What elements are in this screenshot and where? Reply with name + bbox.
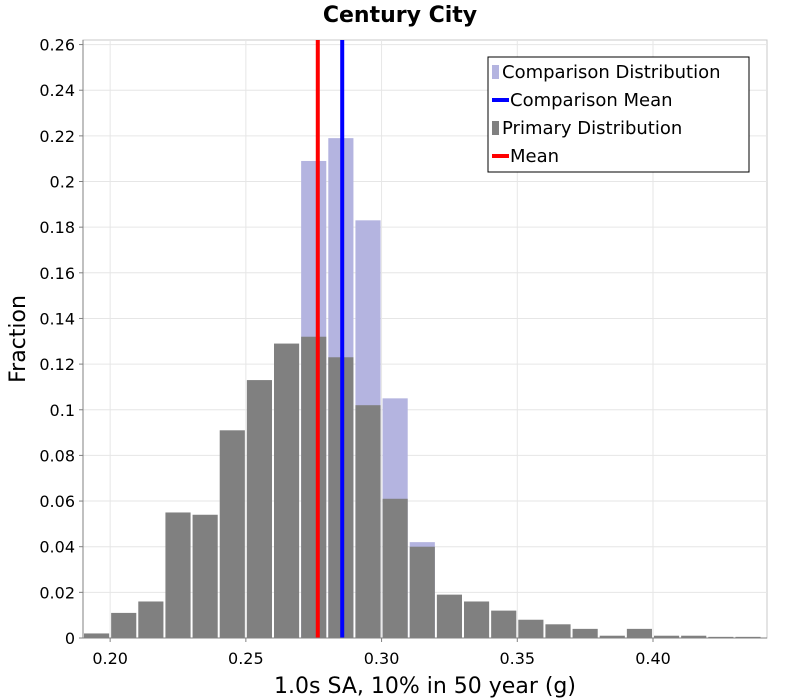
primary-distribution-bar	[382, 498, 408, 638]
y-tick-label: 0	[65, 629, 75, 648]
axes: 00.020.040.060.080.10.120.140.160.180.20…	[39, 36, 767, 668]
y-tick-label: 0.1	[50, 401, 75, 420]
mean-legend-label: Mean	[510, 146, 559, 167]
primary-distribution-bar	[436, 594, 462, 638]
primary-distribution-bar	[735, 636, 761, 638]
primary-distribution-bar	[409, 546, 435, 638]
primary-distribution-bar	[681, 635, 707, 638]
mean-lines	[315, 40, 345, 638]
primary-distribution-bar	[84, 633, 110, 638]
y-tick-label: 0.06	[39, 492, 75, 511]
histogram-bars	[84, 138, 761, 639]
y-tick-label: 0.22	[39, 127, 75, 146]
primary-distribution-bar	[246, 380, 272, 638]
y-tick-label: 0.2	[50, 173, 75, 192]
primary-distribution-bar	[301, 336, 327, 638]
x-tick-label: 0.40	[635, 649, 671, 668]
comparison-distribution-legend-label: Comparison Distribution	[502, 62, 721, 83]
y-tick-label: 0.08	[39, 446, 75, 465]
primary-distribution-bar	[708, 636, 734, 638]
y-tick-label: 0.16	[39, 264, 75, 283]
x-tick-label: 0.30	[364, 649, 400, 668]
primary-distribution-legend-swatch	[492, 121, 499, 135]
primary-distribution-bar	[518, 619, 544, 638]
primary-distribution-bar	[572, 628, 598, 638]
legend-box	[487, 56, 750, 173]
primary-distribution-bar	[355, 405, 381, 638]
x-tick-label: 0.20	[92, 649, 128, 668]
primary-distribution-bar	[545, 624, 571, 638]
y-tick-label: 0.26	[39, 36, 75, 55]
x-tick-label: 0.35	[499, 649, 535, 668]
chart-title: Century City	[323, 3, 477, 28]
primary-distribution-bar	[654, 635, 680, 638]
y-tick-label: 0.24	[39, 81, 75, 100]
y-tick-label: 0.14	[39, 309, 75, 328]
y-tick-label: 0.04	[39, 538, 75, 557]
primary-distribution-legend-label: Primary Distribution	[502, 118, 682, 139]
y-axis-label: Fraction	[6, 295, 31, 383]
y-tick-label: 0.18	[39, 218, 75, 237]
primary-distribution-bar	[599, 635, 625, 638]
comparison-mean-legend-label: Comparison Mean	[510, 90, 673, 111]
x-tick-label: 0.25	[228, 649, 264, 668]
legend: Comparison Distribution Comparison Mean Pr…	[487, 56, 750, 173]
primary-distribution-bar	[138, 601, 164, 638]
primary-distribution-bar	[165, 512, 191, 638]
primary-distribution-bar	[192, 514, 218, 638]
primary-distribution-bar	[464, 601, 490, 638]
comparison-distribution-legend-swatch	[492, 65, 499, 79]
y-tick-label: 0.12	[39, 355, 75, 374]
primary-distribution-bar	[274, 343, 300, 638]
x-axis-label: 1.0s SA, 10% in 50 year (g)	[274, 674, 576, 699]
primary-distribution-bar	[626, 628, 652, 638]
primary-distribution-bar	[219, 430, 245, 638]
y-tick-label: 0.02	[39, 583, 75, 602]
primary-distribution-bar	[111, 612, 137, 638]
primary-distribution-bar	[491, 610, 517, 638]
